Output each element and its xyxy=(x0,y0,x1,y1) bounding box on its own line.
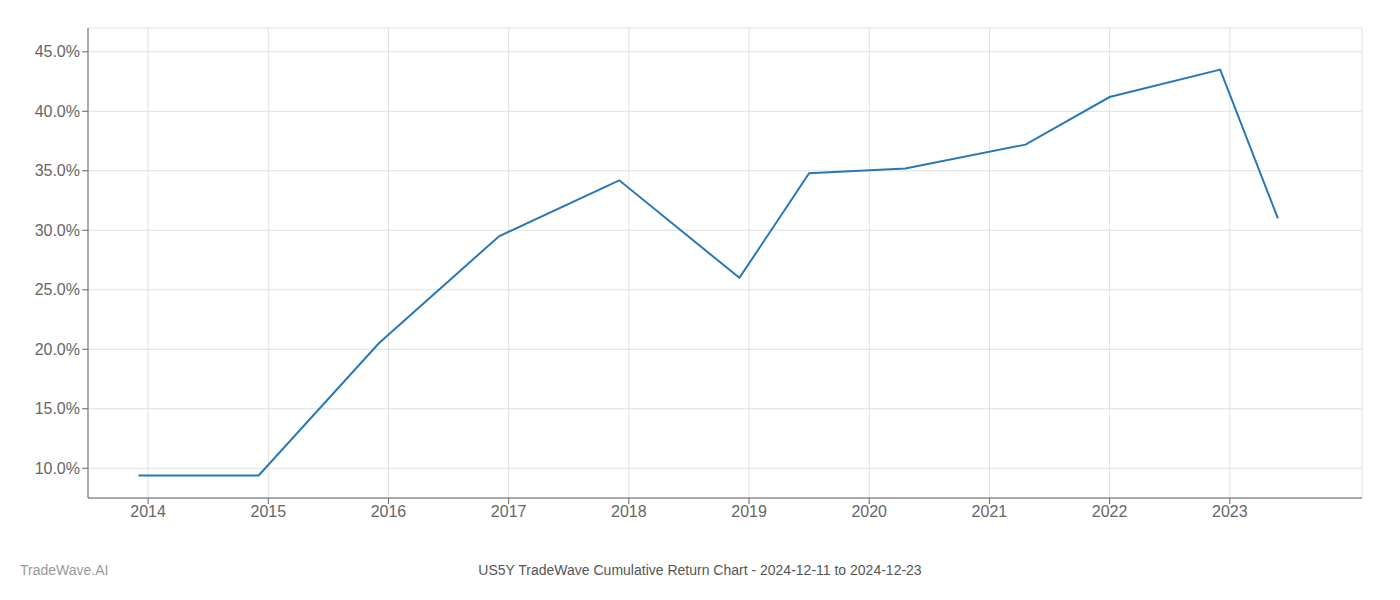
svg-text:2017: 2017 xyxy=(491,503,527,520)
svg-text:20.0%: 20.0% xyxy=(35,341,80,358)
svg-text:2023: 2023 xyxy=(1212,503,1248,520)
svg-text:15.0%: 15.0% xyxy=(35,400,80,417)
svg-text:2020: 2020 xyxy=(851,503,887,520)
svg-text:10.0%: 10.0% xyxy=(35,460,80,477)
svg-text:2019: 2019 xyxy=(731,503,767,520)
svg-text:2014: 2014 xyxy=(130,503,166,520)
svg-text:2018: 2018 xyxy=(611,503,647,520)
svg-text:25.0%: 25.0% xyxy=(35,281,80,298)
svg-text:2022: 2022 xyxy=(1092,503,1128,520)
svg-text:40.0%: 40.0% xyxy=(35,103,80,120)
svg-text:45.0%: 45.0% xyxy=(35,43,80,60)
svg-text:2016: 2016 xyxy=(371,503,407,520)
svg-text:30.0%: 30.0% xyxy=(35,222,80,239)
svg-text:2021: 2021 xyxy=(972,503,1008,520)
svg-text:35.0%: 35.0% xyxy=(35,162,80,179)
html-text:TradeWave.AI: TradeWave.AI xyxy=(20,562,109,578)
svg-text:2015: 2015 xyxy=(250,503,286,520)
html-text:US5Y TradeWave Cumulative Retu: US5Y TradeWave Cumulative Return Chart -… xyxy=(478,562,922,578)
